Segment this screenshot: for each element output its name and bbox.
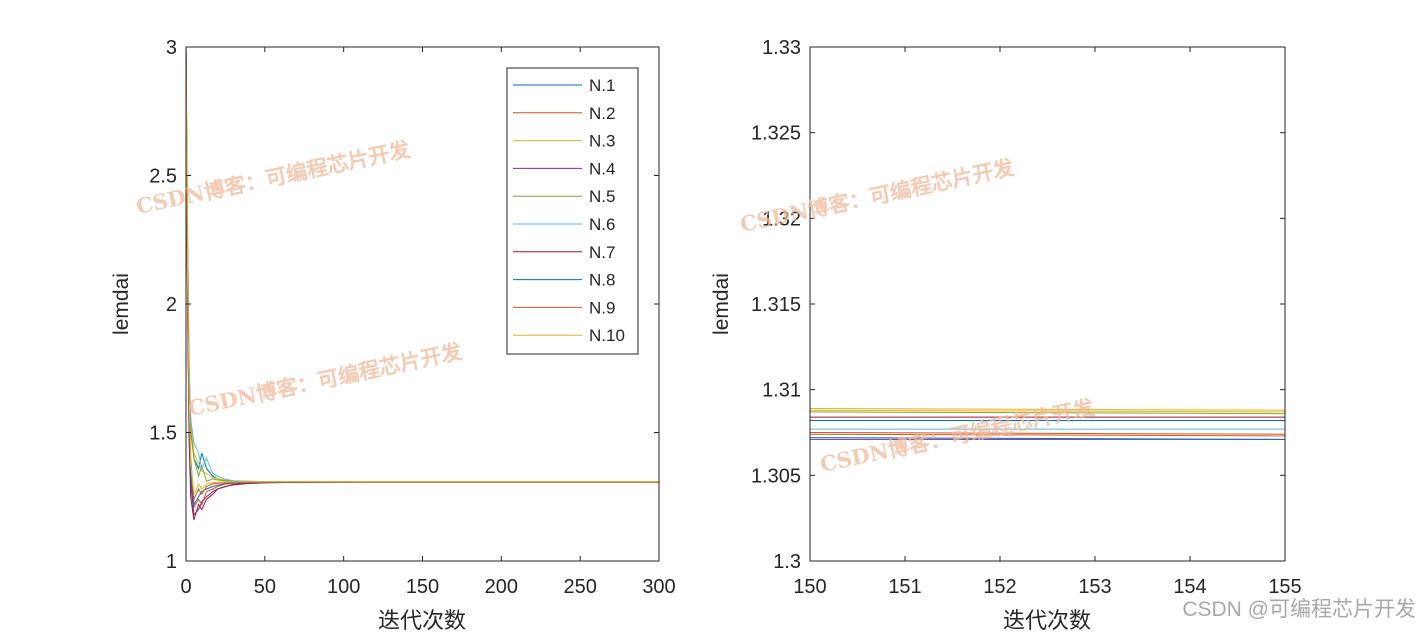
left-y-tick-label-4: 3 bbox=[166, 37, 177, 59]
right-y-tick-label-4: 1.32 bbox=[762, 208, 801, 230]
left-series-lines bbox=[185, 46, 659, 521]
left-x-tick-label-6: 300 bbox=[642, 576, 675, 598]
right-y-tick-label-5: 1.325 bbox=[751, 123, 801, 145]
left-y-tick-label-3: 2.5 bbox=[149, 166, 177, 188]
right-x-tick-label-5: 155 bbox=[1268, 576, 1301, 598]
right-series-line-8 bbox=[809, 437, 1286, 440]
right-series-line-9 bbox=[809, 432, 1286, 435]
right-y-axis-label: lemdai bbox=[710, 273, 733, 335]
right-x-tick-label-0: 150 bbox=[793, 576, 826, 598]
legend-label-4: N.4 bbox=[589, 159, 615, 178]
right-plot-area bbox=[810, 47, 1285, 561]
legend-label-5: N.5 bbox=[589, 187, 615, 206]
right-series-lines bbox=[809, 408, 1286, 440]
legend-label-3: N.3 bbox=[589, 132, 615, 151]
right-y-tick-label-1: 1.305 bbox=[751, 465, 801, 487]
left-series-line-10 bbox=[185, 46, 659, 497]
legend-label-8: N.8 bbox=[589, 271, 615, 290]
legend-label-10: N.10 bbox=[589, 326, 625, 345]
right-x-tick-label-4: 154 bbox=[1173, 576, 1206, 598]
legend-label-9: N.9 bbox=[589, 298, 615, 317]
left-x-tick-label-1: 50 bbox=[254, 576, 276, 598]
right-series-line-3 bbox=[809, 408, 1286, 411]
legend-label-7: N.7 bbox=[589, 243, 615, 262]
legend-label-2: N.2 bbox=[589, 104, 615, 123]
left-x-tick-label-0: 0 bbox=[180, 576, 191, 598]
right-series-line-2 bbox=[809, 433, 1286, 437]
left-y-tick-label-1: 1.5 bbox=[149, 423, 177, 445]
legend-label-1: N.1 bbox=[589, 76, 615, 95]
left-x-tick-label-5: 250 bbox=[563, 576, 596, 598]
legend: N.1 N.2 N.3 N.4 N.5 N.6 N.7 N.8 N.9 N.10 bbox=[506, 67, 639, 355]
right-y-tick-label-2: 1.31 bbox=[762, 380, 801, 402]
right-y-tick-label-3: 1.315 bbox=[751, 294, 801, 316]
right-axes: 150 151 152 153 154 155 1.3 1.305 1.31 1.315 1.32 1… bbox=[710, 37, 1302, 633]
left-y-tick-label-0: 1 bbox=[166, 551, 177, 573]
right-y-tick-label-0: 1.3 bbox=[773, 551, 801, 573]
left-ticks: 0 50 100 150 200 250 300 1 1.5 2 2.5 3 bbox=[149, 37, 676, 598]
right-series-line-5 bbox=[809, 411, 1286, 415]
left-y-tick-label-2: 2 bbox=[166, 294, 177, 316]
left-x-tick-label-3: 150 bbox=[406, 576, 439, 598]
right-ticks: 150 151 152 153 154 155 1.3 1.305 1.31 1.315 1.32 1… bbox=[751, 37, 1302, 598]
legend-box bbox=[506, 67, 639, 355]
legend-label-6: N.6 bbox=[589, 215, 615, 234]
left-x-tick-label-2: 100 bbox=[327, 576, 360, 598]
right-x-tick-label-2: 152 bbox=[983, 576, 1016, 598]
right-series-line-10 bbox=[809, 409, 1286, 413]
right-x-axis-label: 迭代次数 bbox=[1003, 608, 1091, 633]
legend-items: N.1 N.2 N.3 N.4 N.5 N.6 N.7 N.8 N.9 N.10 bbox=[513, 76, 625, 345]
right-y-tick-label-6: 1.33 bbox=[762, 37, 801, 59]
left-y-axis-label: lemdai bbox=[110, 273, 133, 335]
left-x-axis-label: 迭代次数 bbox=[378, 608, 466, 633]
right-x-tick-label-3: 153 bbox=[1078, 576, 1111, 598]
right-x-tick-label-1: 151 bbox=[888, 576, 921, 598]
footer-credit: CSDN @可编程芯片开发 bbox=[1182, 598, 1416, 621]
left-x-tick-label-4: 200 bbox=[485, 576, 518, 598]
